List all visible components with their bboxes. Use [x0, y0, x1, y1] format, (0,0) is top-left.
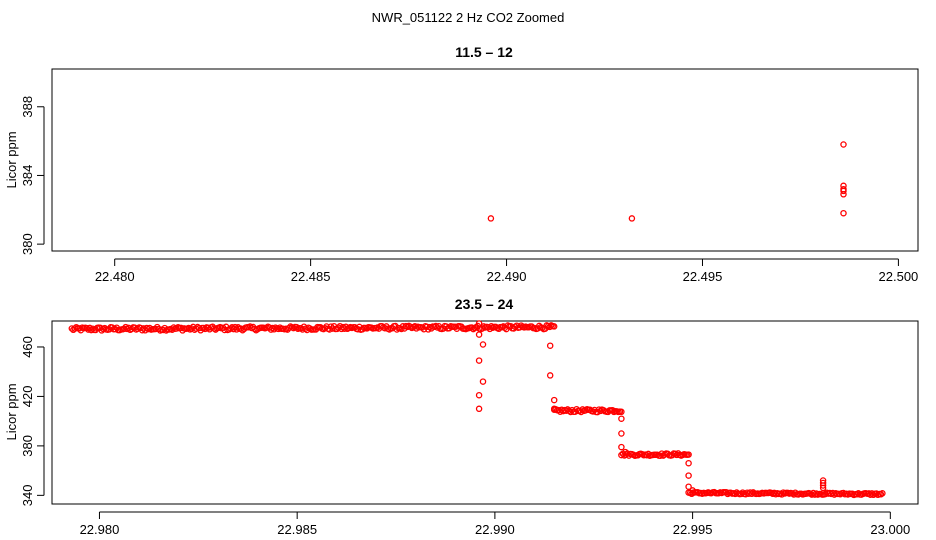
panel-1: 11.5 – 12 22.480 22.485 22.490 22.495 22.500… — [4, 44, 919, 284]
panel-2-data-point — [685, 472, 692, 479]
panel-1-points — [487, 141, 847, 222]
panel-1-plot-frame — [51, 68, 919, 252]
panel-2-data-point — [579, 406, 586, 413]
panel-2-data-point — [475, 320, 483, 327]
panel-2-data-point — [479, 341, 487, 348]
panel-2-data-point — [546, 372, 554, 379]
panel-2-data-point — [618, 443, 625, 451]
panel-2-data-point — [269, 324, 276, 332]
panel-2-y-tick-label: 380 — [20, 435, 35, 457]
panel-2-plot-frame — [51, 320, 919, 505]
panel-1-title: 11.5 – 12 — [455, 44, 513, 60]
panel-1-x-tick-label: 22.495 — [683, 269, 723, 284]
panel-1-x-tick-label: 22.490 — [487, 269, 527, 284]
panel-1-x-tick-label: 22.500 — [879, 269, 919, 284]
panel-2-x-tick-label: 22.985 — [277, 522, 317, 537]
panel-2-data-point — [275, 325, 282, 333]
panel-2: 23.5 – 24 22.980 22.985 22.990 22.995 23.000… — [4, 296, 919, 537]
panel-2-data-point — [618, 415, 625, 422]
panel-2-data-point — [618, 430, 625, 437]
panel-2-data-point — [748, 490, 755, 498]
panel-2-data-point — [432, 322, 440, 330]
panel-1-data-point — [840, 187, 847, 195]
panel-1-data-point — [628, 215, 636, 222]
panel-2-y-axis: 340 380 420 460 — [20, 336, 45, 506]
panel-2-data-point — [737, 490, 745, 498]
panel-2-points — [68, 320, 886, 499]
panel-2-data-point — [685, 451, 692, 458]
panel-1-data-point — [840, 191, 847, 198]
panel-2-data-point — [722, 488, 730, 496]
panel-1-data-point — [840, 209, 847, 217]
panel-2-data-point — [285, 324, 293, 332]
panel-2-data-point — [479, 378, 487, 385]
panel-2-x-tick-label: 22.990 — [475, 522, 515, 537]
panel-1-y-tick-label: 388 — [20, 96, 35, 118]
panel-1-data-point — [487, 215, 495, 222]
figure-title: NWR_051122 2 Hz CO2 Zoomed — [372, 10, 565, 25]
panel-2-data-point — [270, 326, 278, 333]
panel-2-data-point — [546, 323, 553, 331]
panel-2-data-point — [550, 396, 558, 404]
panel-2-x-tick-label: 22.995 — [673, 522, 713, 537]
panel-2-data-point — [475, 391, 483, 399]
panel-2-data-point — [426, 323, 434, 331]
panel-2-data-point — [597, 407, 604, 415]
panel-2-x-axis: 22.980 22.985 22.990 22.995 23.000 — [80, 511, 910, 537]
panel-2-y-axis-label: Licor ppm — [4, 383, 19, 440]
panel-2-data-point — [879, 490, 886, 497]
panel-2-data-point — [546, 342, 554, 349]
panel-2-data-point — [618, 451, 625, 459]
panel-2-data-point — [819, 484, 827, 492]
panel-2-y-tick-label: 460 — [20, 336, 35, 358]
panel-2-data-point — [170, 324, 177, 331]
panel-2-data-point — [731, 490, 739, 498]
panel-2-data-point — [685, 483, 692, 490]
panel-1-x-axis: 22.480 22.485 22.490 22.495 22.500 — [95, 258, 919, 284]
panel-2-data-point — [234, 324, 242, 331]
panel-1-y-axis-label: Licor ppm — [4, 131, 19, 188]
panel-2-x-tick-label: 23.000 — [870, 522, 910, 537]
panel-2-data-point — [71, 325, 79, 332]
panel-2-data-point — [302, 325, 309, 332]
panel-2-data-point — [550, 405, 558, 413]
panel-2-data-point — [868, 490, 876, 497]
panel-2-data-point — [85, 326, 92, 333]
panel-1-x-tick-label: 22.480 — [95, 269, 135, 284]
panel-2-data-point — [407, 323, 414, 330]
panel-2-data-point — [550, 323, 558, 330]
panel-2-data-point — [689, 487, 696, 494]
panel-2-y-tick-label: 340 — [20, 484, 35, 506]
panel-2-y-tick-label: 420 — [20, 386, 35, 408]
panel-2-data-point — [386, 326, 393, 333]
panel-1-y-tick-label: 380 — [20, 233, 35, 255]
panel-1-y-tick-label: 384 — [20, 165, 35, 187]
panel-2-x-tick-label: 22.980 — [80, 522, 120, 537]
panel-1-data-point — [840, 141, 847, 148]
panel-2-data-point — [618, 408, 625, 416]
panel-2-data-point — [685, 459, 692, 467]
panel-2-data-point — [485, 323, 492, 331]
panel-1-x-tick-label: 22.485 — [291, 269, 331, 284]
panel-2-data-point — [188, 325, 195, 332]
panel-2-data-point — [819, 482, 827, 489]
panel-2-data-point — [643, 451, 651, 459]
panel-1-y-axis: 380 384 388 — [20, 96, 45, 255]
panel-2-title: 23.5 – 24 — [455, 296, 514, 312]
panel-2-data-point — [475, 405, 483, 413]
panel-2-data-point — [87, 326, 95, 334]
panel-2-data-point — [201, 325, 209, 333]
panel-2-data-point — [393, 326, 401, 333]
panel-2-data-point — [622, 448, 629, 456]
panel-2-data-point — [475, 357, 483, 364]
panel-2-data-point — [468, 324, 476, 331]
panel-2-data-point — [475, 331, 483, 338]
